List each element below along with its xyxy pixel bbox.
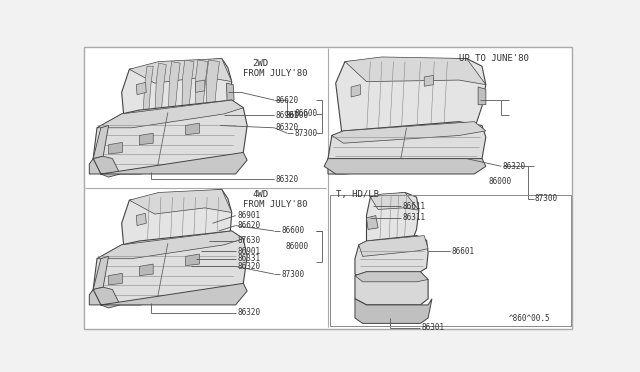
Polygon shape [196, 80, 205, 92]
Polygon shape [90, 153, 247, 174]
Polygon shape [109, 142, 122, 154]
Polygon shape [328, 122, 486, 174]
Text: 86320: 86320 [276, 175, 299, 184]
Polygon shape [355, 272, 428, 305]
Polygon shape [136, 213, 147, 225]
Polygon shape [93, 256, 109, 289]
Polygon shape [206, 60, 220, 135]
Polygon shape [355, 235, 428, 279]
FancyBboxPatch shape [84, 47, 572, 329]
Polygon shape [186, 254, 200, 266]
Text: 86600: 86600 [282, 227, 305, 235]
Text: UP TO JUNE'80: UP TO JUNE'80 [459, 54, 529, 63]
Polygon shape [355, 299, 432, 323]
Text: 86611: 86611 [403, 202, 426, 211]
Text: 86301: 86301 [422, 324, 445, 333]
Text: 86620: 86620 [276, 96, 299, 105]
Text: 86331: 86331 [237, 254, 260, 263]
Polygon shape [168, 62, 180, 139]
Text: 86320: 86320 [237, 308, 260, 317]
Text: 86601: 86601 [451, 247, 474, 256]
Text: 86320: 86320 [237, 262, 260, 271]
Text: 87300: 87300 [282, 270, 305, 279]
Polygon shape [141, 66, 153, 143]
Text: 86000: 86000 [489, 177, 512, 186]
Polygon shape [186, 123, 200, 135]
Polygon shape [478, 87, 486, 105]
Text: 86901: 86901 [276, 111, 299, 120]
Polygon shape [93, 231, 247, 305]
Polygon shape [227, 83, 234, 102]
Text: 87630: 87630 [237, 237, 260, 246]
Polygon shape [367, 216, 378, 230]
Polygon shape [367, 192, 419, 251]
Polygon shape [109, 273, 122, 285]
Polygon shape [324, 158, 486, 174]
Polygon shape [136, 82, 147, 95]
Polygon shape [140, 133, 153, 145]
Polygon shape [154, 63, 166, 140]
Polygon shape [93, 125, 109, 158]
Text: 2WD: 2WD [253, 60, 269, 68]
Text: 86320: 86320 [503, 162, 526, 171]
Polygon shape [122, 189, 232, 276]
Text: 87300: 87300 [534, 194, 557, 203]
Polygon shape [359, 235, 428, 256]
Polygon shape [122, 58, 232, 145]
Polygon shape [97, 231, 243, 259]
Polygon shape [140, 264, 153, 276]
Polygon shape [129, 189, 232, 214]
Text: 4WD: 4WD [253, 190, 269, 199]
Polygon shape [332, 122, 486, 143]
Text: 86620: 86620 [237, 221, 260, 230]
Text: ^860^00.5: ^860^00.5 [509, 314, 550, 323]
Text: 86600: 86600 [294, 109, 317, 118]
Polygon shape [90, 283, 247, 305]
Polygon shape [97, 100, 243, 128]
Polygon shape [196, 60, 208, 135]
Text: T, HD/LB: T, HD/LB [336, 190, 379, 199]
Polygon shape [182, 60, 194, 137]
Polygon shape [351, 85, 360, 97]
Polygon shape [345, 57, 486, 85]
Text: 86311: 86311 [403, 214, 426, 222]
Text: 86000: 86000 [285, 111, 308, 120]
Polygon shape [129, 58, 232, 83]
Text: 87300: 87300 [294, 129, 317, 138]
Text: 86901: 86901 [237, 247, 260, 256]
Polygon shape [424, 76, 433, 86]
Polygon shape [371, 192, 419, 210]
Text: 86901: 86901 [237, 211, 260, 220]
Text: 86000: 86000 [285, 242, 308, 251]
Polygon shape [93, 156, 120, 177]
Text: 86320: 86320 [276, 123, 299, 132]
Text: FROM JULY'80: FROM JULY'80 [243, 70, 308, 78]
Polygon shape [336, 58, 486, 141]
Polygon shape [93, 287, 120, 308]
Polygon shape [93, 100, 247, 174]
Polygon shape [355, 272, 428, 282]
Text: FROM JULY'80: FROM JULY'80 [243, 200, 308, 209]
